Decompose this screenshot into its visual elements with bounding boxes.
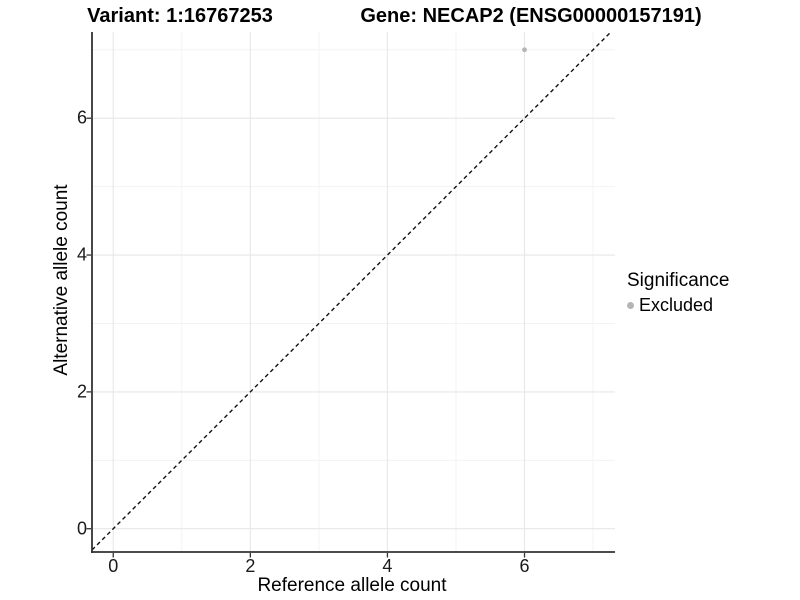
x-tick-label: 4 <box>382 556 393 576</box>
x-axis-title: Reference allele count <box>257 575 447 596</box>
plot-title-gene: Gene: NECAP2 (ENSG00000157191) <box>360 5 702 27</box>
identity-reference-line <box>91 31 612 551</box>
y-tick-label: 4 <box>76 244 87 265</box>
data-point <box>522 47 527 53</box>
x-tick-label: 0 <box>108 556 119 576</box>
excluded-point-icon <box>627 302 634 309</box>
x-tick-label: 2 <box>245 556 256 576</box>
y-tick-label: 2 <box>76 381 87 402</box>
legend-item-label: Excluded <box>639 295 714 315</box>
legend-item-excluded: Excluded <box>627 295 729 316</box>
y-tick-label: 0 <box>76 518 87 539</box>
y-tick-label: 6 <box>76 107 87 128</box>
legend-title: Significance <box>627 270 730 291</box>
x-tick-label: 6 <box>519 556 530 576</box>
y-axis-title: Alternative allele count <box>51 184 72 376</box>
plot-title-variant: Variant: 1:16767253 <box>87 5 273 27</box>
legend: Significance Excluded <box>627 270 729 316</box>
